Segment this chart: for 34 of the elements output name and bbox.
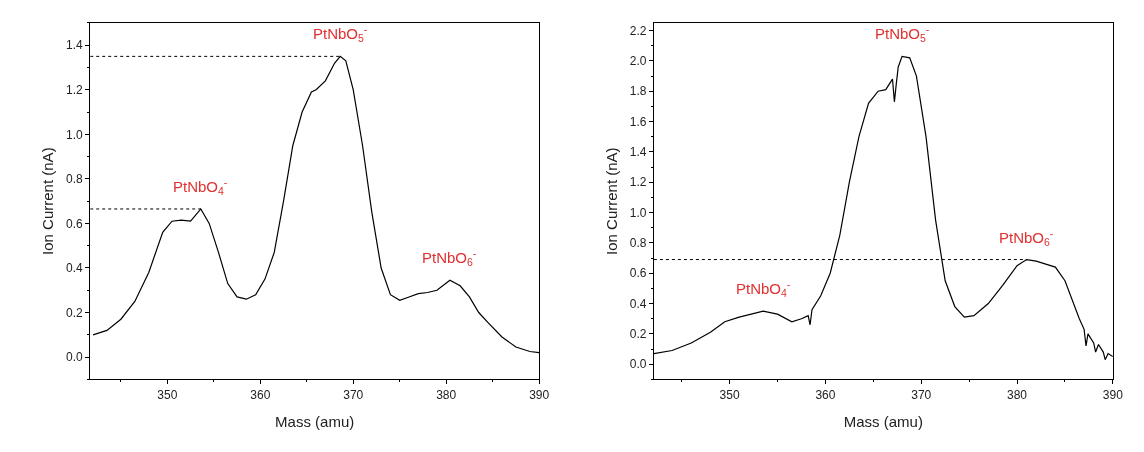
x-tick-label: 360 bbox=[250, 387, 271, 402]
y-axis-title: Ion Current (nA) bbox=[39, 147, 57, 255]
y-tick-label: 1.0 bbox=[629, 205, 647, 220]
x-tick-label: 370 bbox=[911, 387, 932, 402]
x-axis-title: Mass (amu) bbox=[843, 412, 923, 430]
x-tick-label: 390 bbox=[1102, 387, 1124, 402]
x-tick-label: 380 bbox=[1007, 387, 1028, 402]
y-tick-label: 0.0 bbox=[66, 350, 84, 365]
y-tick-label: 0.6 bbox=[66, 216, 84, 231]
y-tick-label: 0.6 bbox=[629, 266, 647, 281]
y-tick-label: 0.8 bbox=[629, 236, 647, 251]
y-axis-title: Ion Current (nA) bbox=[603, 147, 621, 255]
y-tick-label: 0.2 bbox=[66, 305, 84, 320]
y-tick-label: 1.4 bbox=[629, 145, 647, 160]
y-tick-label: 0.4 bbox=[629, 296, 647, 311]
x-tick-label: 370 bbox=[343, 387, 364, 402]
x-tick-label: 380 bbox=[436, 387, 457, 402]
y-tick-label: 2.0 bbox=[629, 54, 647, 69]
y-tick-label: 0.2 bbox=[629, 327, 647, 342]
x-tick-label: 390 bbox=[529, 387, 550, 402]
x-tick-label: 350 bbox=[719, 387, 740, 402]
y-tick-label: 0.4 bbox=[66, 261, 84, 276]
y-tick-label: 1.0 bbox=[66, 127, 84, 142]
x-tick-label: 350 bbox=[157, 387, 178, 402]
y-tick-label: 0.0 bbox=[629, 357, 647, 372]
x-axis-title: Mass (amu) bbox=[275, 412, 355, 430]
y-tick-label: 1.8 bbox=[629, 84, 647, 99]
y-tick-label: 1.2 bbox=[66, 82, 84, 97]
y-tick-label: 1.6 bbox=[629, 114, 647, 129]
y-tick-label: 2.2 bbox=[629, 23, 647, 38]
y-tick-label: 0.8 bbox=[66, 172, 84, 187]
y-tick-label: 1.4 bbox=[66, 38, 84, 53]
x-tick-label: 360 bbox=[815, 387, 836, 402]
y-tick-label: 1.2 bbox=[629, 175, 647, 190]
